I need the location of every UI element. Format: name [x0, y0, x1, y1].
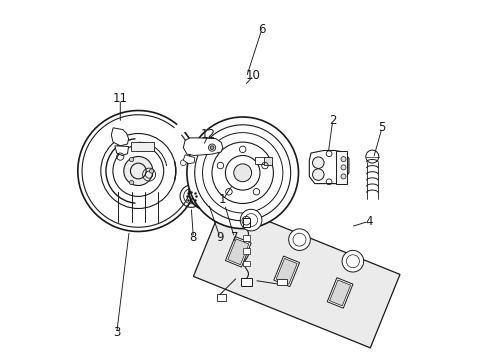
Bar [243, 248, 249, 254]
Polygon shape [193, 203, 399, 348]
Bar [276, 279, 286, 285]
Circle shape [123, 157, 153, 185]
Text: 11: 11 [113, 93, 127, 105]
Bar [243, 261, 249, 266]
Polygon shape [329, 280, 350, 306]
Text: 2: 2 [328, 114, 336, 127]
Text: 6: 6 [258, 23, 265, 36]
Bar [254, 157, 264, 164]
Bar [217, 294, 226, 301]
Circle shape [342, 251, 363, 272]
Polygon shape [131, 142, 154, 151]
Bar [242, 218, 249, 227]
Circle shape [208, 144, 215, 151]
Text: 10: 10 [245, 69, 261, 82]
Circle shape [233, 164, 251, 182]
Polygon shape [276, 258, 297, 284]
Polygon shape [336, 151, 346, 184]
Text: 3: 3 [113, 327, 120, 339]
Polygon shape [183, 138, 223, 156]
Polygon shape [309, 150, 348, 184]
Polygon shape [111, 128, 128, 146]
Circle shape [312, 157, 324, 168]
Circle shape [288, 229, 310, 251]
Circle shape [149, 169, 153, 173]
Text: 9: 9 [216, 231, 224, 244]
Polygon shape [273, 256, 299, 287]
Text: 4: 4 [364, 215, 372, 228]
Circle shape [210, 146, 213, 149]
Text: 8: 8 [189, 231, 197, 244]
Circle shape [340, 174, 346, 179]
Text: 5: 5 [378, 121, 385, 134]
Circle shape [129, 180, 134, 185]
Polygon shape [183, 155, 194, 164]
Text: 7: 7 [230, 231, 238, 244]
Bar [264, 157, 272, 165]
Polygon shape [326, 278, 352, 308]
Circle shape [340, 165, 346, 170]
Polygon shape [225, 237, 251, 267]
Bar [243, 235, 249, 241]
Polygon shape [115, 146, 128, 156]
Polygon shape [227, 239, 248, 265]
Circle shape [312, 169, 324, 180]
Bar [241, 278, 251, 286]
Text: 1: 1 [219, 193, 226, 206]
Circle shape [129, 157, 134, 162]
Circle shape [186, 117, 298, 229]
Circle shape [340, 157, 346, 162]
Text: 12: 12 [201, 129, 216, 141]
Circle shape [240, 209, 262, 231]
